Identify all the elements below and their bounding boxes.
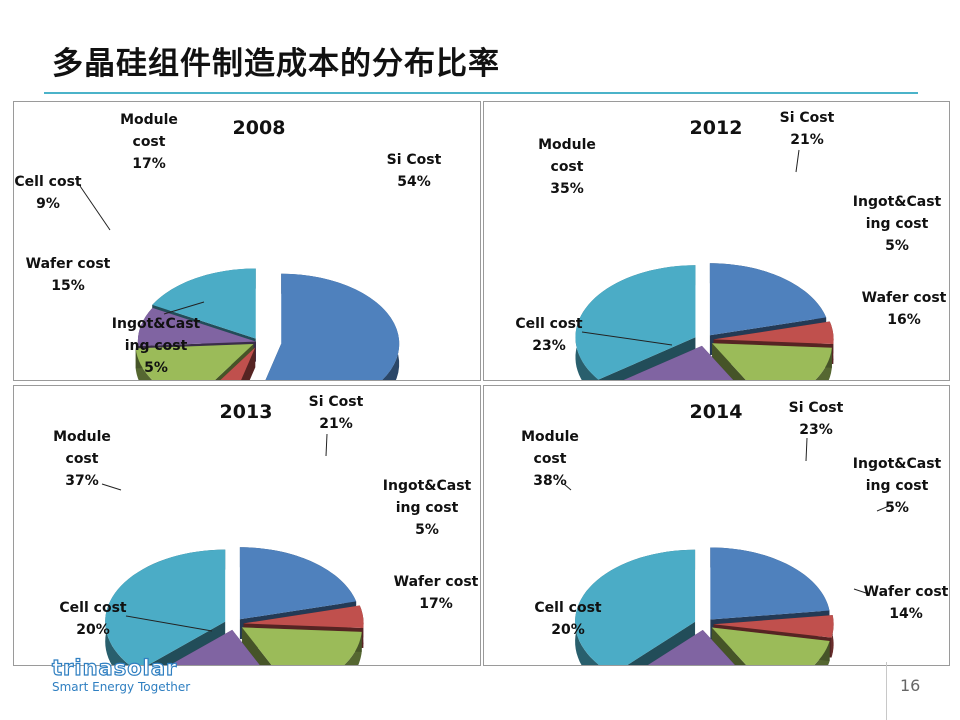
pie-chart-2014: 2014 Si Cost 23%Ingot&Cast ing cost 5% Wafer … xyxy=(521,400,949,665)
data-label-2-3: Cell cost 20% xyxy=(59,600,126,638)
logo-wordmark: trinasolar xyxy=(51,656,178,680)
pie-panel-2012: 2012 Si Cost 21% Ingot&Cast ing cost 5% Wafer … xyxy=(483,101,950,381)
slice-1-1 xyxy=(713,321,834,344)
data-label-0-4: Module cost 17% xyxy=(120,112,178,172)
leader-line-3-1 xyxy=(876,505,890,512)
pie-chart-2008: 2008 Si Cost 54% Ingot&Cast ing cost 5%Wafer … xyxy=(14,112,442,380)
slice-0-0 xyxy=(265,273,400,380)
data-label-3-0: Si Cost 23% xyxy=(789,400,844,438)
slice-2-1 xyxy=(243,605,364,628)
data-label-0-3: Cell cost 9% xyxy=(14,174,81,212)
leader-line-3-0 xyxy=(805,437,808,462)
slice-1-3 xyxy=(623,345,734,380)
chart-title-2013: 2013 xyxy=(220,401,273,423)
data-label-3-3: Cell cost 20% xyxy=(534,600,601,638)
slice-1-0 xyxy=(709,263,827,336)
data-label-2-2: Wafer cost 17% xyxy=(394,574,479,612)
leader-line-3-2 xyxy=(853,588,870,595)
leader-line-2-3 xyxy=(125,615,213,632)
data-label-1-3: Cell cost 23% xyxy=(515,316,582,354)
data-label-2-4: Module cost 37% xyxy=(53,429,111,489)
data-label-2-0: Si Cost 21% xyxy=(309,394,364,432)
slice-3-3 xyxy=(647,629,735,665)
slice-3-2 xyxy=(711,627,830,665)
leader-line-2-4 xyxy=(101,483,122,491)
page-number-divider xyxy=(886,662,887,720)
pie-chart-2012: 2012 Si Cost 21% Ingot&Cast ing cost 5% Wafer … xyxy=(515,110,947,380)
data-label-3-4: Module cost 38% xyxy=(521,429,579,489)
slice-3-4 xyxy=(575,549,696,665)
data-label-0-2: Wafer cost 15% xyxy=(26,256,111,294)
slice-2-2 xyxy=(241,627,362,665)
slice-0-3 xyxy=(137,307,256,346)
logo-tagline: Smart Energy Together xyxy=(52,680,191,694)
data-label-0-0: Si Cost 54% xyxy=(387,152,442,190)
data-label-1-2: Wafer cost 16% xyxy=(862,290,947,328)
leader-line-1-3 xyxy=(581,331,673,346)
pie-chart-2013: 2013 Si Cost 21% Ingot&Cast ing cost 5% Wafer … xyxy=(53,394,479,665)
slice-0-2 xyxy=(135,344,254,380)
leader-line-3-4 xyxy=(563,483,572,491)
slice-0-1 xyxy=(220,347,256,380)
data-label-3-2: Wafer cost 14% xyxy=(864,584,949,622)
slice-0-4 xyxy=(152,268,256,339)
leader-line-1-0 xyxy=(795,149,800,173)
pie-panel-2013: 2013 Si Cost 21% Ingot&Cast ing cost 5% Wafer … xyxy=(13,385,481,666)
chart-title-2014: 2014 xyxy=(690,401,743,423)
company-logo: trinasolar Smart Energy Together xyxy=(51,656,191,695)
data-label-2-1: Ingot&Cast ing cost 5% xyxy=(383,478,472,538)
data-label-3-1: Ingot&Cast ing cost 5% xyxy=(853,456,942,516)
pie-panel-2008: 2008 Si Cost 54% Ingot&Cast ing cost 5% Wafer … xyxy=(13,101,481,381)
chart-title-2008: 2008 xyxy=(233,117,286,139)
data-label-1-1: Ingot&Cast ing cost 5% xyxy=(853,194,942,254)
data-label-1-4: Module cost 35% xyxy=(538,137,596,197)
slice-2-0 xyxy=(239,547,357,620)
title-divider xyxy=(44,92,918,94)
data-label-1-0: Si Cost 21% xyxy=(780,110,835,148)
pie-panel-2014: 2014 Si Cost 23% Ingot&Cast ing cost 5% Wafer … xyxy=(483,385,950,666)
slice-1-2 xyxy=(712,343,832,380)
slide-title: 多晶硅组件制造成本的分布比率 xyxy=(52,46,500,82)
slice-3-1 xyxy=(713,615,834,638)
leader-line-0-1 xyxy=(163,301,205,315)
chart-title-2012: 2012 xyxy=(690,117,743,139)
slice-1-4 xyxy=(575,265,696,380)
data-label-0-1: Ingot&Cast ing cost 5% xyxy=(112,316,201,376)
leader-line-0-3 xyxy=(79,185,111,231)
page-number: 16 xyxy=(900,676,921,695)
slice-3-0 xyxy=(710,547,830,620)
leader-line-2-0 xyxy=(325,433,328,457)
slice-2-4 xyxy=(105,549,226,665)
slice-2-3 xyxy=(169,629,260,665)
